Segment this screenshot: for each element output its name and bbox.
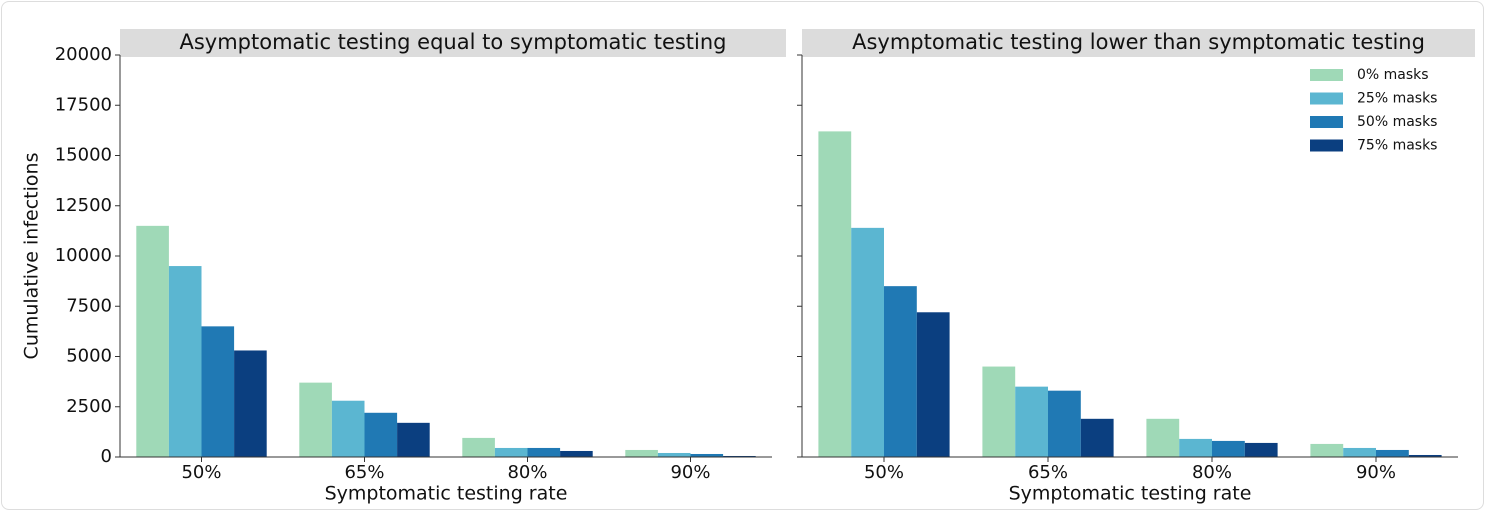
bar: [527, 447, 561, 457]
bar: [1408, 454, 1442, 457]
y-tick-label: 20000: [55, 44, 112, 65]
bar: [982, 366, 1016, 457]
title-band: [802, 29, 1475, 57]
bar: [1179, 438, 1212, 457]
bar: [625, 449, 658, 457]
bar: [299, 382, 332, 457]
legend-swatch: [1310, 69, 1343, 81]
y-tick-label: 2500: [66, 396, 112, 417]
bar: [1015, 386, 1048, 457]
legend-swatch: [1310, 92, 1343, 105]
chart-title: Asymptomatic testing lower than symptoma…: [852, 30, 1425, 54]
legend-swatch: [1310, 116, 1343, 128]
bar: [494, 447, 528, 457]
legend-label: 0% masks: [1357, 67, 1429, 83]
bar: [916, 312, 950, 457]
legend-label: 25% masks: [1357, 91, 1437, 107]
chart-title: Asymptomatic testing equal to symptomati…: [179, 30, 726, 54]
bar: [331, 400, 365, 457]
legend-swatch: [1310, 139, 1343, 152]
y-tick-label: 7500: [66, 295, 112, 316]
bar: [1080, 418, 1114, 457]
bar: [1343, 447, 1376, 457]
bar: [201, 326, 235, 457]
x-axis-label: Symptomatic testing rate: [325, 483, 568, 505]
x-tick-label: 50%: [864, 462, 904, 483]
x-axis-label: Symptomatic testing rate: [1009, 483, 1252, 505]
bar: [1244, 442, 1278, 457]
bar: [690, 453, 724, 457]
x-tick-label: 50%: [181, 462, 221, 483]
bar: [397, 422, 430, 457]
x-tick-label: 65%: [1028, 462, 1068, 483]
bar: [364, 412, 398, 457]
y-axis-label: Cumulative infections: [21, 153, 43, 360]
bar: [1310, 443, 1344, 457]
bar: [1048, 390, 1081, 457]
bar: [234, 350, 267, 457]
bar: [136, 225, 169, 457]
bar: [884, 286, 917, 457]
y-tick-label: 12500: [55, 195, 112, 216]
x-tick-label: 90%: [670, 462, 710, 483]
bar: [1212, 440, 1245, 457]
bar: [1146, 418, 1180, 457]
x-tick-label: 80%: [507, 462, 547, 483]
x-tick-label: 90%: [1356, 462, 1396, 483]
bar: [560, 450, 593, 457]
bar: [462, 437, 495, 457]
y-tick-label: 15000: [55, 145, 112, 166]
y-tick-label: 0: [101, 446, 112, 467]
y-tick-label: 17500: [55, 94, 112, 115]
bar: [168, 266, 202, 457]
legend-label: 75% masks: [1357, 138, 1437, 154]
bar: [657, 452, 691, 457]
y-tick-label: 5000: [66, 346, 112, 367]
x-tick-label: 80%: [1192, 462, 1232, 483]
x-tick-label: 65%: [344, 462, 384, 483]
legend-label: 50% masks: [1357, 114, 1437, 130]
bar: [1376, 449, 1409, 457]
y-tick-label: 10000: [55, 245, 112, 266]
bar: [723, 455, 756, 457]
bar: [818, 131, 852, 457]
bar: [851, 227, 884, 457]
title-band: [120, 29, 786, 57]
